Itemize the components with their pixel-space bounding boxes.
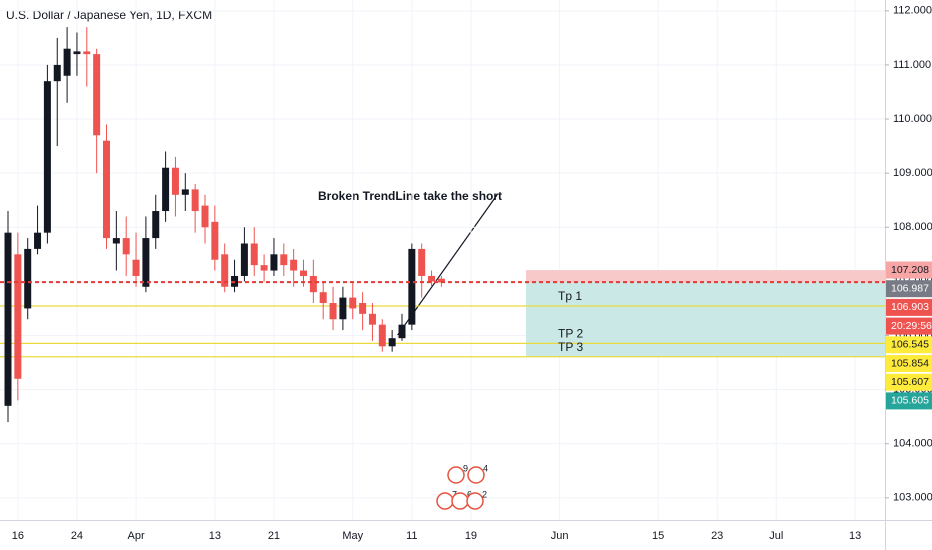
price-label-box [886, 355, 932, 372]
candle-body [142, 238, 150, 287]
candle-body [14, 254, 22, 379]
y-tick-label: 103.000 [893, 492, 932, 504]
candle-body [250, 243, 258, 266]
y-tick-label: 104.000 [893, 438, 932, 450]
x-tick-label: 24 [71, 530, 83, 542]
candle-body [122, 238, 130, 255]
target-label: TP 2 [558, 327, 583, 341]
candle-body [349, 297, 357, 309]
candle-body [329, 303, 337, 320]
y-tick-label: 111.000 [893, 59, 931, 71]
candle-body [73, 51, 81, 55]
candle-body [260, 265, 268, 271]
stop-zone [526, 270, 885, 283]
price-label-box [886, 280, 932, 298]
candle-body [378, 324, 386, 347]
candle-body [290, 259, 298, 271]
candle-body [211, 221, 219, 260]
x-tick-label: 19 [465, 530, 477, 542]
x-tick-label: Jul [769, 530, 783, 542]
candle-body [359, 303, 367, 314]
event-marker [451, 492, 469, 510]
price-label: 106.903 [891, 301, 929, 313]
candle-body [388, 338, 396, 347]
candle-body [43, 81, 51, 233]
price-label-box [886, 336, 932, 354]
candle-body [171, 167, 179, 195]
candle-body [368, 313, 376, 325]
price-label: 105.854 [891, 357, 929, 369]
candle-body [63, 48, 71, 76]
price-label: 105.605 [891, 395, 929, 407]
price-label-box [886, 317, 932, 335]
candle-body [309, 275, 317, 293]
price-label: 20:29:56 [891, 320, 932, 332]
candle-body [319, 292, 327, 304]
candle-body [4, 232, 12, 406]
candle-body [221, 254, 229, 287]
event-marker [447, 466, 465, 484]
candle-body [437, 278, 445, 283]
candle-body [418, 248, 426, 276]
y-tick-label: 110.000 [893, 113, 932, 125]
candle-body [191, 189, 199, 212]
x-tick-label: 16 [12, 530, 24, 542]
candle-body [53, 64, 61, 82]
candle-body [162, 167, 170, 212]
price-label: 106.987 [891, 282, 929, 294]
event-marker [466, 492, 484, 510]
event-count: 2 [482, 489, 487, 499]
y-tick-label: 112.000 [893, 5, 932, 17]
event-count: 4 [483, 463, 488, 473]
candle-body [103, 140, 110, 239]
chart-title: U.S. Dollar / Japanese Yen, 1D, FXCM [6, 8, 212, 22]
price-label-box [886, 298, 932, 316]
price-label-box [886, 392, 932, 410]
price-label: 105.607 [891, 376, 929, 388]
x-tick-label: May [342, 530, 363, 542]
x-tick-label: 13 [849, 530, 861, 542]
event-marker [467, 466, 485, 484]
y-tick-label: 109.000 [893, 167, 932, 179]
candle-body [93, 54, 101, 136]
price-label: 107.208 [891, 264, 929, 276]
candle-body [398, 324, 406, 339]
candle-body [339, 297, 347, 320]
price-label-box [886, 373, 932, 391]
target-label: Tp 1 [558, 289, 582, 303]
target-label: TP 3 [558, 340, 583, 354]
event-count: 9 [463, 463, 468, 473]
x-tick-label: 13 [209, 530, 221, 542]
candle-body [132, 259, 140, 276]
candle-body [112, 238, 120, 244]
annotation: Broken TrendLine take the short [318, 189, 502, 203]
x-tick-label: 15 [652, 530, 664, 542]
y-tick-label: 108.000 [893, 221, 932, 233]
candle-body [181, 189, 189, 195]
candle-body [428, 275, 436, 282]
candle-body [24, 248, 32, 309]
event-marker [436, 492, 454, 510]
candle-body [280, 254, 288, 266]
candle-body [34, 232, 42, 249]
candle-body [240, 243, 248, 276]
price-label: 106.545 [891, 339, 929, 351]
candle-body [201, 205, 209, 228]
candle-body [152, 211, 160, 239]
candle-body [83, 51, 91, 55]
x-tick-label: 23 [711, 530, 723, 542]
price-label-box [886, 261, 932, 279]
x-tick-label: 21 [268, 530, 280, 542]
x-tick-label: Jun [551, 530, 569, 542]
candle-body [408, 248, 416, 325]
x-tick-label: Apr [127, 530, 144, 542]
candle-body [270, 254, 278, 271]
target-zone [526, 282, 885, 357]
x-tick-label: 11 [406, 530, 417, 542]
candle-body [300, 270, 307, 276]
